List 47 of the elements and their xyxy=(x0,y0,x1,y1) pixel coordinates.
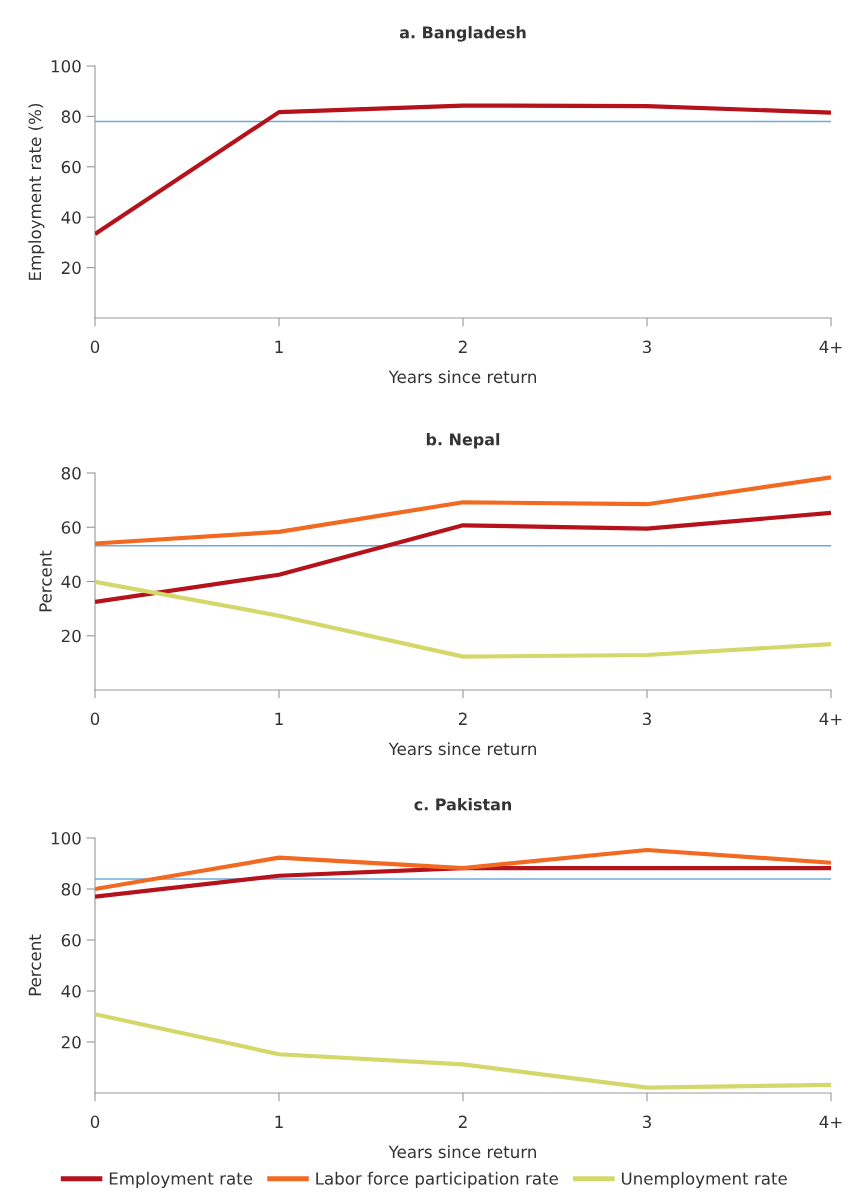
y-tick-label: 20 xyxy=(61,261,81,275)
chart-title: b. Nepal xyxy=(426,433,500,449)
line-series xyxy=(95,579,831,659)
y-tick-label: 20 xyxy=(61,629,81,643)
x-tick-label: 3 xyxy=(642,340,651,354)
chart-title: c. Pakistan xyxy=(414,798,512,811)
y-tick-label: 80 xyxy=(61,110,81,123)
chart-title: a. Bangladesh xyxy=(399,26,526,42)
y-tick-label: 60 xyxy=(61,521,81,534)
x-tick-label: 2 xyxy=(458,1115,467,1128)
line-series xyxy=(95,847,831,892)
x-tick-label: 0 xyxy=(90,1115,100,1129)
y-tick-label: 80 xyxy=(61,882,81,896)
x-tick-label: 4+ xyxy=(819,712,842,725)
line-series xyxy=(95,1012,831,1090)
x-axis-title: Years since return xyxy=(388,370,536,384)
x-tick-label: 2 xyxy=(458,712,467,725)
y-tick-label: 40 xyxy=(61,984,81,998)
y-axis-title: Percent xyxy=(28,934,42,996)
y-tick-label: 100 xyxy=(51,831,81,845)
y-axis-title: Employment rate (%) xyxy=(28,103,45,280)
x-tick-label: 4+ xyxy=(819,1115,842,1128)
x-tick-label: 0 xyxy=(90,712,100,726)
x-axis-title: Years since return xyxy=(388,742,536,756)
y-tick-label: 20 xyxy=(61,1035,81,1049)
x-tick-label: 1 xyxy=(275,340,283,353)
y-tick-label: 80 xyxy=(61,466,81,480)
x-tick-label: 4+ xyxy=(819,340,842,353)
x-tick-label: 2 xyxy=(458,340,467,353)
x-tick-label: 0 xyxy=(90,340,100,354)
y-tick-label: 60 xyxy=(61,160,81,174)
x-tick-label: 3 xyxy=(642,1115,651,1129)
line-series xyxy=(95,475,831,546)
line-series xyxy=(95,510,831,604)
y-tick-label: 60 xyxy=(61,933,81,947)
y-axis-title: Percent xyxy=(39,550,52,612)
line-series xyxy=(95,103,831,237)
legend-label: Employment rate xyxy=(109,1171,253,1188)
legend-label: Labor force participation rate xyxy=(316,1171,558,1188)
y-tick-label: 40 xyxy=(61,575,81,589)
legend-label: Unemployment rate xyxy=(621,1171,787,1188)
y-tick-label: 40 xyxy=(61,211,81,224)
x-axis-title: Years since return xyxy=(388,1145,536,1159)
x-tick-label: 3 xyxy=(642,712,651,726)
x-tick-label: 1 xyxy=(275,1115,283,1128)
x-tick-label: 1 xyxy=(275,712,283,725)
y-tick-label: 100 xyxy=(51,59,81,73)
